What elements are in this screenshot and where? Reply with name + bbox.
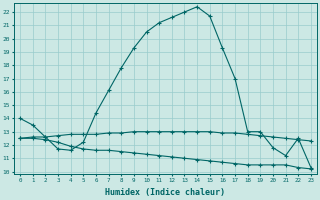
X-axis label: Humidex (Indice chaleur): Humidex (Indice chaleur) — [106, 188, 226, 197]
